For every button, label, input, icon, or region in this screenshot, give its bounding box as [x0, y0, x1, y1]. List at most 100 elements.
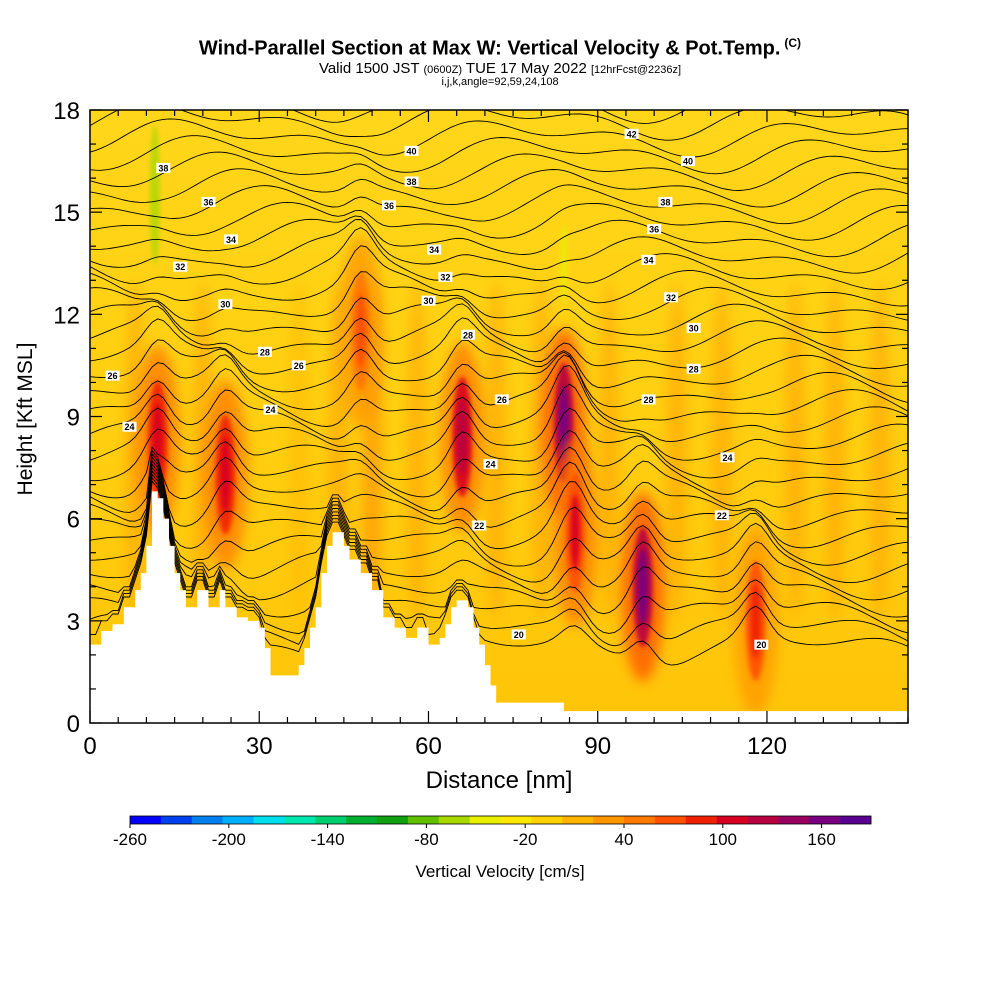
updraft-peak [570, 494, 581, 571]
isentrope-label: 22 [717, 511, 727, 521]
isentrope-line [90, 480, 908, 666]
isentrope-label: 30 [423, 296, 433, 306]
isentrope-label: 38 [660, 197, 670, 207]
isentrope-label-box [641, 254, 656, 265]
velocity-streak [824, 280, 845, 621]
x-axis-label: Distance [nm] [425, 767, 573, 794]
isentrope-label-box [224, 234, 239, 245]
velocity-streak [288, 280, 309, 621]
updraft-peak [355, 293, 366, 370]
isentrope-label: 34 [643, 255, 653, 265]
isentrope-label: 40 [683, 157, 693, 167]
velocity-streak [666, 280, 687, 621]
velocity-streak [192, 280, 213, 621]
forecast-info: [12hrFcst@2236z] [590, 64, 682, 76]
colorbar-tick-label: -200 [212, 830, 246, 849]
section-params: i,j,k,angle=92,59,24,108 [441, 76, 559, 88]
y-tick-label: 15 [53, 200, 80, 227]
colorbar-tick-label: 100 [709, 830, 737, 849]
isentrope-label-box [257, 346, 272, 357]
colorbar-swatch [377, 816, 409, 824]
isentrope-line [90, 317, 908, 375]
isentropes [90, 110, 908, 666]
isentrope-label-box [494, 394, 509, 405]
isentrope-line [90, 135, 908, 175]
isentrope-line [90, 383, 908, 461]
chart-subtitle: Valid 1500 JST (0600Z) TUE 17 May 2022 [… [0, 60, 1000, 77]
isentrope-label: 26 [497, 395, 507, 405]
isentrope-line [90, 339, 908, 393]
isentrope-label: 40 [407, 146, 417, 156]
isentrope-label-box [381, 200, 396, 211]
isentrope-labels: 38 36 34 32 30 28 26 26 24 24 40 38 36 34 32 30 28 26 24 22… [105, 128, 769, 650]
copyright-mark: (C) [784, 36, 802, 50]
isentrope-line [90, 429, 908, 499]
colorbar-swatch [747, 816, 779, 824]
x-tick-label: 30 [246, 733, 273, 760]
isentrope-label-box [156, 162, 171, 173]
isentrope-line [90, 446, 908, 513]
isentrope-label-box [218, 299, 233, 310]
colorbar-tick-label: -140 [311, 830, 345, 849]
colorbar-swatch [130, 816, 162, 824]
downdraft-core [559, 223, 568, 304]
colorbar-swatch [160, 816, 193, 824]
isentrope-line [90, 297, 908, 337]
isentrope-label-box [122, 421, 137, 432]
isentrope-line [90, 168, 908, 208]
y-axis-label: Height [Kft MSL] [14, 342, 37, 496]
isentrope-label-box [438, 271, 453, 282]
colorbar-swatch [469, 816, 501, 824]
isentrope-label-box [647, 224, 662, 235]
colorbar-swatch [407, 816, 440, 824]
isentrope-label-box [714, 510, 729, 521]
isentrope-label: 34 [429, 245, 439, 255]
colorbar-label: Vertical Velocity [cm/s] [415, 862, 585, 881]
colorbar: -260 -200 -140 -80 -20 40 100 160 [113, 815, 872, 849]
isentrope-label-box [680, 156, 695, 167]
isentrope-label-box [173, 261, 188, 272]
isentrope-line [90, 201, 908, 241]
terrain-profile [90, 491, 908, 723]
colorbar-swatch [284, 816, 316, 824]
isentrope-label: 20 [756, 640, 766, 650]
isentrope-label: 28 [689, 364, 699, 374]
isentrope-label: 38 [158, 163, 168, 173]
velocity-streak [486, 280, 507, 621]
isentrope-line [90, 452, 908, 530]
isentrope-label: 36 [649, 225, 659, 235]
isentrope-label: 28 [463, 330, 473, 340]
isentrope-label-box [641, 394, 656, 405]
isentrope-line [90, 466, 908, 601]
colorbar-swatch [315, 816, 347, 824]
isentrope-line [90, 151, 908, 191]
isentrope-label-box [105, 370, 120, 381]
isentrope-label: 38 [407, 177, 417, 187]
colorbar-swatch [191, 816, 223, 824]
colorbar-swatch [624, 816, 656, 824]
downdraft-core [149, 125, 160, 266]
isentrope-line [90, 215, 908, 258]
isentrope-line [90, 469, 908, 618]
colorbar-swatch [840, 816, 872, 824]
colorbar-tick-label: -20 [513, 830, 538, 849]
colorbar-swatch [438, 816, 470, 824]
colorbar-swatch [531, 816, 563, 824]
updraft-peak [152, 402, 163, 479]
isentrope-label: 28 [260, 347, 270, 357]
y-tick-label: 0 [67, 711, 80, 738]
isentrope-line [90, 473, 908, 635]
isentrope-line [90, 459, 908, 567]
isentrope-label-box [720, 452, 735, 463]
isentrope-line [90, 351, 908, 410]
isentrope-label: 36 [384, 201, 394, 211]
isentrope-label-box [460, 329, 475, 340]
velocity-streak [407, 280, 428, 621]
valid-date: TUE 17 May 2022 [465, 60, 587, 77]
velocity-streak [125, 280, 146, 621]
isentrope-label: 24 [124, 422, 134, 432]
y-tick-label: 3 [67, 609, 80, 636]
colorbar-frame [129, 815, 872, 825]
isentrope-label: 34 [226, 235, 236, 245]
isentrope-label: 24 [486, 460, 496, 470]
